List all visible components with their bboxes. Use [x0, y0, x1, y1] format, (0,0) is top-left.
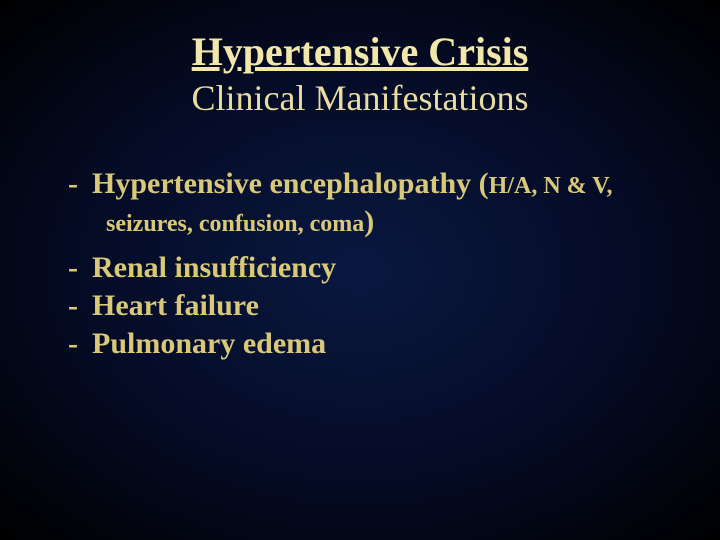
bullet-main-text: Hypertensive encephalopathy (	[92, 167, 489, 200]
bullet-main-text: Renal insufficiency	[92, 251, 336, 285]
bullet-text-wrapper: Hypertensive encephalopathy (H/A, N & V,	[92, 167, 612, 201]
bullet-marker: -	[68, 167, 78, 201]
slide-subtitle: Clinical Manifestations	[50, 77, 670, 119]
slide-container: Hypertensive Crisis Clinical Manifestati…	[0, 0, 720, 540]
list-item: - Heart failure	[68, 289, 662, 323]
list-item: - Hypertensive encephalopathy (H/A, N & …	[68, 167, 662, 201]
bullet-detail-inline: H/A, N & V,	[489, 173, 613, 199]
bullet-main-text: Pulmonary edema	[92, 327, 326, 361]
bullet-marker: -	[68, 289, 78, 323]
content-area: - Hypertensive encephalopathy (H/A, N & …	[50, 167, 670, 361]
slide-title: Hypertensive Crisis	[50, 28, 670, 75]
bullet-main-text: Heart failure	[92, 289, 259, 323]
bullet-marker: -	[68, 251, 78, 285]
bullet-continuation: seizures, confusion, coma)	[68, 205, 662, 239]
list-item: - Renal insufficiency	[68, 251, 662, 285]
list-item: - Pulmonary edema	[68, 327, 662, 361]
bullet-close-paren: )	[364, 205, 374, 238]
bullet-continuation-text: seizures, confusion, coma	[106, 211, 364, 237]
bullet-marker: -	[68, 327, 78, 361]
